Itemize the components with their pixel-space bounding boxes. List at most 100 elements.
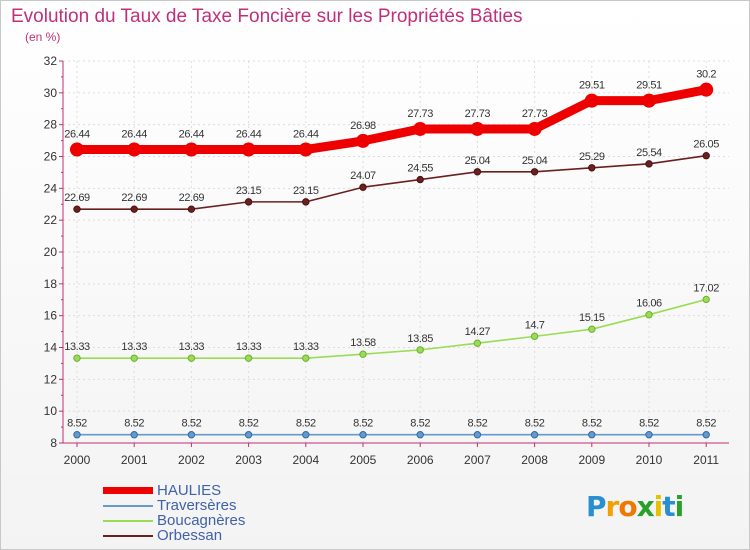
data-point-traverseres bbox=[645, 431, 653, 439]
data-point-traverseres bbox=[588, 431, 596, 439]
data-label-boucagneres: 13.58 bbox=[350, 337, 376, 349]
data-label-traverseres: 8.52 bbox=[582, 418, 602, 430]
data-label-orbessan: 22.69 bbox=[121, 192, 147, 204]
legend-label-boucagneres: Boucagnères bbox=[157, 512, 246, 529]
data-point-traverseres bbox=[244, 431, 253, 439]
data-label-boucagneres: 13.33 bbox=[64, 341, 90, 353]
x-tick-label: 2009 bbox=[578, 453, 605, 467]
data-point-haulies bbox=[127, 142, 142, 157]
data-label-traverseres: 8.52 bbox=[525, 418, 545, 430]
data-point-boucagneres bbox=[588, 325, 596, 333]
data-point-boucagneres bbox=[302, 354, 310, 362]
x-tick-label: 2001 bbox=[121, 453, 148, 467]
data-point-orbessan bbox=[244, 198, 253, 206]
y-tick-label: 26 bbox=[44, 150, 58, 164]
data-label-traverseres: 8.52 bbox=[410, 418, 430, 430]
legend-label-traverseres: Traversères bbox=[157, 497, 237, 514]
logo-letter: o bbox=[618, 490, 637, 523]
x-tick-label: 2000 bbox=[64, 453, 91, 467]
legend-swatch-haulies bbox=[103, 487, 153, 494]
data-point-traverseres bbox=[302, 431, 310, 439]
x-tick-label: 2004 bbox=[292, 453, 319, 467]
data-label-traverseres: 8.52 bbox=[696, 418, 716, 430]
data-label-orbessan: 25.04 bbox=[522, 155, 548, 167]
logo-letter: r bbox=[605, 490, 620, 523]
data-label-haulies: 26.44 bbox=[236, 128, 262, 140]
logo-letter: P bbox=[586, 490, 607, 523]
legend-label-orbessan: Orbessan bbox=[157, 527, 223, 544]
data-label-haulies: 26.98 bbox=[350, 120, 376, 132]
data-point-haulies bbox=[470, 121, 485, 136]
data-label-haulies: 27.73 bbox=[465, 108, 491, 120]
data-point-traverseres bbox=[73, 431, 81, 439]
data-point-boucagneres bbox=[73, 354, 81, 362]
data-label-orbessan: 24.55 bbox=[407, 163, 433, 175]
data-label-orbessan: 22.69 bbox=[179, 192, 205, 204]
data-point-boucagneres bbox=[645, 311, 653, 319]
x-tick-label: 2003 bbox=[235, 453, 262, 467]
data-point-orbessan bbox=[473, 168, 482, 176]
data-point-haulies bbox=[184, 142, 199, 157]
data-point-orbessan bbox=[302, 198, 310, 206]
data-point-orbessan bbox=[359, 183, 367, 191]
y-tick-label: 28 bbox=[44, 118, 58, 132]
series bbox=[70, 82, 714, 439]
x-tick-label: 2007 bbox=[464, 453, 491, 467]
data-point-boucagneres bbox=[702, 295, 710, 304]
legend-swatch-boucagneres bbox=[103, 520, 153, 522]
data-label-haulies: 26.44 bbox=[179, 128, 205, 140]
data-point-orbessan bbox=[645, 160, 653, 168]
logo-letter: i bbox=[674, 490, 685, 523]
y-tick-label: 22 bbox=[44, 213, 58, 227]
data-label-boucagneres: 16.06 bbox=[636, 298, 662, 310]
data-point-boucagneres bbox=[530, 332, 539, 341]
data-label-orbessan: 25.54 bbox=[636, 147, 662, 159]
data-label-haulies: 26.44 bbox=[121, 128, 147, 140]
x-tick-label: 2005 bbox=[350, 453, 377, 467]
data-point-boucagneres bbox=[416, 346, 424, 354]
data-label-haulies: 26.44 bbox=[64, 128, 90, 140]
data-label-boucagneres: 13.33 bbox=[121, 341, 147, 353]
data-point-orbessan bbox=[588, 164, 596, 172]
legend-swatch-orbessan bbox=[103, 535, 153, 537]
data-label-haulies: 26.44 bbox=[293, 128, 319, 140]
data-point-boucagneres bbox=[473, 339, 482, 347]
data-label-boucagneres: 15.15 bbox=[579, 312, 605, 324]
y-tick-label: 10 bbox=[44, 404, 58, 418]
data-point-haulies bbox=[699, 82, 714, 97]
data-label-traverseres: 8.52 bbox=[67, 418, 87, 430]
data-point-orbessan bbox=[702, 152, 710, 160]
y-tick-label: 20 bbox=[44, 245, 58, 259]
data-label-traverseres: 8.52 bbox=[467, 418, 487, 430]
data-point-haulies bbox=[527, 121, 542, 136]
data-point-boucagneres bbox=[244, 354, 253, 362]
data-label-traverseres: 8.52 bbox=[353, 418, 373, 430]
y-tick-label: 30 bbox=[44, 86, 58, 100]
data-point-traverseres bbox=[416, 431, 424, 439]
data-label-haulies: 27.73 bbox=[522, 108, 548, 120]
data-label-orbessan: 22.69 bbox=[64, 192, 90, 204]
data-label-boucagneres: 17.02 bbox=[693, 282, 719, 294]
data-point-boucagneres bbox=[359, 350, 367, 358]
data-point-boucagneres bbox=[130, 354, 138, 362]
data-label-haulies: 27.73 bbox=[407, 108, 433, 120]
data-point-traverseres bbox=[530, 431, 539, 439]
x-tick-label: 2011 bbox=[693, 453, 719, 467]
data-point-traverseres bbox=[359, 431, 367, 439]
data-label-traverseres: 8.52 bbox=[124, 418, 144, 430]
logo-letter: x bbox=[636, 490, 655, 523]
data-label-traverseres: 8.52 bbox=[181, 418, 201, 430]
logo-letter: t bbox=[662, 490, 675, 523]
data-point-haulies bbox=[356, 133, 370, 148]
data-point-traverseres bbox=[473, 431, 482, 439]
x-tick-label: 2002 bbox=[178, 453, 205, 467]
series-line-orbessan bbox=[76, 154, 708, 210]
data-point-traverseres bbox=[130, 431, 138, 439]
data-label-orbessan: 24.07 bbox=[350, 170, 376, 182]
data-point-traverseres bbox=[187, 431, 196, 439]
legend-label-haulies: HAULIES bbox=[157, 482, 222, 499]
proxiti-logo: Proxiti bbox=[586, 490, 685, 523]
x-tick-label: 2006 bbox=[407, 453, 434, 467]
data-point-haulies bbox=[70, 142, 84, 157]
